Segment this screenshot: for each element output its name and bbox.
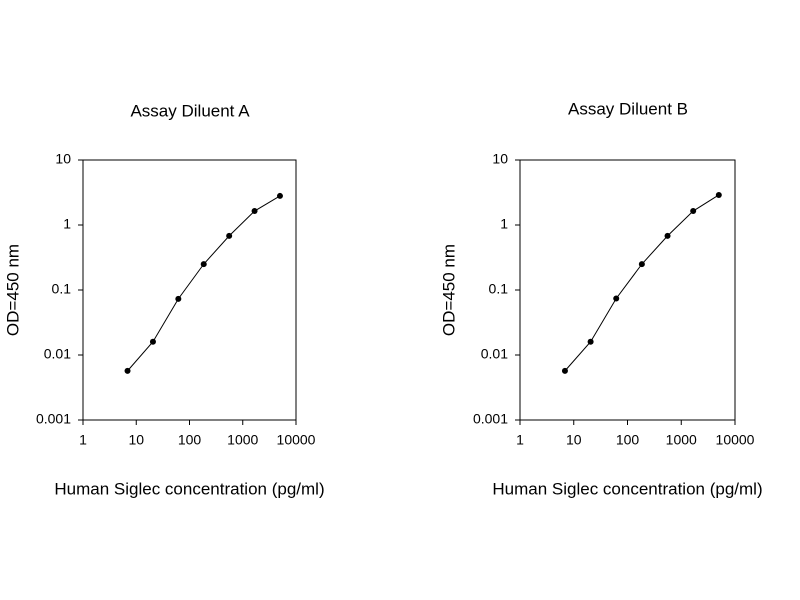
x-tick-label: 1 (516, 432, 524, 448)
data-point (664, 232, 671, 239)
data-line (564, 194, 720, 372)
y-tick-label: 0.1 (52, 281, 72, 297)
data-point (638, 261, 645, 268)
y-axis-label: OD=450 nm (439, 244, 458, 336)
data-point (124, 367, 131, 374)
data-point (587, 338, 594, 345)
y-axis-label: OD=450 nm (3, 244, 22, 336)
x-axis-label: Human Siglec concentration (pg/ml) (54, 479, 324, 498)
data-point (200, 261, 207, 268)
data-point (276, 192, 283, 199)
y-tick-label: 0.01 (481, 346, 508, 362)
x-tick-label: 1000 (666, 432, 697, 448)
x-axis-label: Human Siglec concentration (pg/ml) (492, 479, 762, 498)
chart-title: Assay Diluent A (130, 101, 250, 120)
x-tick-label: 10 (566, 432, 582, 448)
y-tick-label: 10 (55, 151, 71, 167)
data-point (251, 208, 258, 215)
x-tick-label: 100 (178, 432, 202, 448)
y-tick-label: 0.1 (489, 281, 509, 297)
x-tick-label: 10 (128, 432, 144, 448)
y-tick-label: 0.001 (36, 411, 71, 427)
y-tick-label: 1 (63, 216, 71, 232)
data-point (613, 295, 620, 302)
x-tick-label: 1 (79, 432, 87, 448)
y-tick-label: 1 (500, 216, 508, 232)
x-tick-label: 10000 (277, 432, 316, 448)
plot-frame (82, 159, 297, 421)
plot-frame (519, 159, 736, 421)
data-line (127, 195, 281, 372)
data-point (690, 208, 697, 215)
data-point (715, 191, 722, 198)
x-tick-label: 10000 (716, 432, 755, 448)
x-tick-label: 100 (616, 432, 640, 448)
data-point (175, 295, 182, 302)
y-tick-label: 10 (492, 151, 508, 167)
y-tick-label: 0.01 (44, 346, 71, 362)
data-point (149, 338, 156, 345)
data-point (561, 367, 568, 374)
y-tick-label: 0.001 (473, 411, 508, 427)
chart-title: Assay Diluent B (568, 99, 688, 118)
data-point (226, 232, 233, 239)
x-tick-label: 1000 (227, 432, 258, 448)
